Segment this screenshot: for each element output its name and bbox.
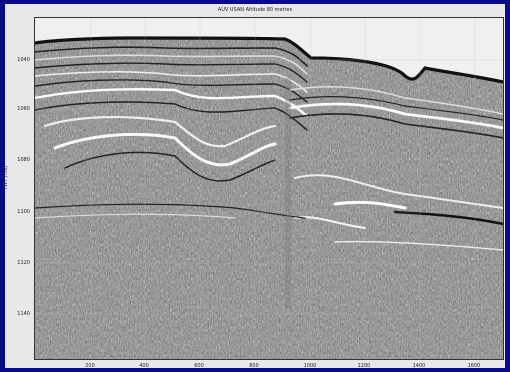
y-tick-labels: 1040 1060 1080 1100 1120 1140 — [17, 57, 30, 317]
reflector-layers — [35, 46, 503, 251]
x-tick-800: 800 — [249, 363, 259, 369]
grid-lines — [35, 18, 503, 359]
x-tick-1200: 1200 — [358, 363, 371, 369]
seismic-profile-image — [34, 17, 504, 360]
seismic-svg — [35, 18, 503, 359]
y-tick-1140: 1140 — [17, 311, 30, 317]
y-tick-1060: 1060 — [17, 106, 30, 112]
x-tick-labels: 200 400 600 800 1000 1200 1400 1600 — [85, 363, 480, 369]
y-tick-1120: 1120 — [17, 260, 30, 266]
seabed-reflector — [35, 36, 503, 84]
x-tick-400: 400 — [139, 363, 149, 369]
y-tick-1100: 1100 — [17, 209, 30, 215]
disturbance-zone — [285, 78, 291, 308]
x-tick-1400: 1400 — [413, 363, 426, 369]
x-tick-600: 600 — [194, 363, 204, 369]
figure-title: AUV USAN Altitude 80 metres — [217, 7, 293, 13]
y-tick-1080: 1080 — [17, 157, 30, 163]
y-tick-1040: 1040 — [17, 57, 30, 63]
x-tick-200: 200 — [85, 363, 95, 369]
x-tick-1600: 1600 — [468, 363, 481, 369]
x-tick-1000: 1000 — [304, 363, 317, 369]
